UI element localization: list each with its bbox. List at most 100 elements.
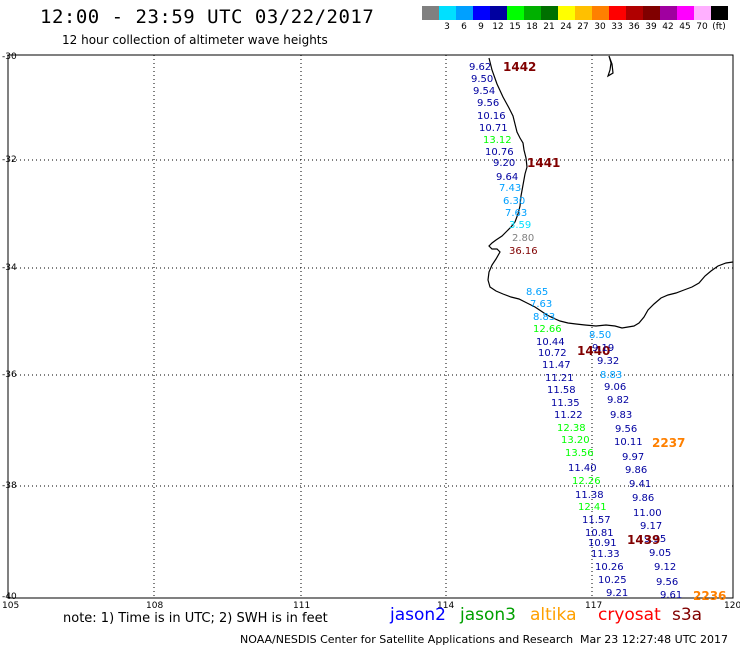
- track-value: 6.30: [503, 196, 525, 207]
- page-title: 12:00 - 23:59 UTC 03/22/2017: [40, 6, 375, 28]
- track-value: 10.11: [614, 437, 643, 448]
- track-value: 9.21: [606, 588, 628, 599]
- scale-swatch: [541, 6, 558, 20]
- track-value: 11.40: [568, 463, 597, 474]
- track-value: 10.91: [588, 538, 617, 549]
- track-value: 12.41: [578, 502, 607, 513]
- track-value: 10.71: [479, 123, 508, 134]
- scale-label: 70: [696, 22, 708, 32]
- scale-swatch: [694, 6, 711, 20]
- map-frame: [7, 54, 734, 599]
- scale-swatch: [711, 6, 728, 20]
- track-id: 1439: [627, 533, 660, 547]
- track-value: 9.56: [477, 98, 499, 109]
- track-value: 10.76: [485, 147, 514, 158]
- track-value: 8.83: [600, 370, 622, 381]
- track-value: 9.50: [471, 74, 493, 85]
- page-subtitle: 12 hour collection of altimeter wave hei…: [62, 33, 328, 47]
- scale-label: 18: [526, 22, 538, 32]
- scale-swatch: [439, 6, 456, 20]
- scale-label: 3: [444, 22, 450, 32]
- track-value: 11.58: [547, 385, 576, 396]
- track-value: 11.00: [633, 508, 662, 519]
- scale-swatch: [490, 6, 507, 20]
- track-value: 10.26: [595, 562, 624, 573]
- track-value: 7.63: [505, 208, 527, 219]
- track-value: 9.82: [607, 395, 629, 406]
- scale-swatch: [473, 6, 490, 20]
- track-id: 1442: [503, 60, 536, 74]
- track-value: 11.33: [591, 549, 620, 560]
- scale-swatch: [575, 6, 592, 20]
- scale-label: 30: [594, 22, 606, 32]
- scale-label: 21: [543, 22, 555, 32]
- lon-label: 108: [146, 601, 164, 611]
- track-value: 2.80: [512, 233, 534, 244]
- scale-label: 12: [492, 22, 504, 32]
- scale-swatch: [626, 6, 643, 20]
- track-value: 9.35: [644, 534, 666, 545]
- scale-label: 24: [560, 22, 572, 32]
- track-value: 11.22: [554, 410, 583, 421]
- track-value: 9.62: [469, 62, 491, 73]
- scale-label: 36: [628, 22, 640, 32]
- track-value: 3.59: [509, 220, 531, 231]
- scale-swatch: [677, 6, 694, 20]
- track-value: 10.25: [598, 575, 627, 586]
- scale-label: 39: [645, 22, 657, 32]
- track-value: 9.86: [632, 493, 654, 504]
- track-value: 8.65: [526, 287, 548, 298]
- track-value: 9.56: [656, 577, 678, 588]
- lat-label: -34: [2, 263, 17, 273]
- track-value: 8.50: [589, 330, 611, 341]
- track-value: 12.38: [557, 423, 586, 434]
- lon-label: 117: [585, 601, 603, 611]
- scale-label: 33: [611, 22, 623, 32]
- track-value: 9.64: [496, 172, 518, 183]
- track-value: 9.06: [604, 382, 626, 393]
- track-value: 12.66: [533, 324, 562, 335]
- track-value: 9.20: [493, 158, 515, 169]
- lat-label: -36: [2, 370, 17, 380]
- satellite-label: s3a: [672, 605, 703, 625]
- track-value: 11.38: [575, 490, 604, 501]
- track-value: 9.56: [615, 424, 637, 435]
- scale-label: 27: [577, 22, 589, 32]
- track-value: 13.56: [565, 448, 594, 459]
- track-id: 2236: [693, 589, 726, 603]
- track-value: 11.21: [545, 373, 574, 384]
- track-value: 10.81: [585, 528, 614, 539]
- track-value: 10.72: [538, 348, 567, 359]
- lat-label: -30: [2, 52, 17, 62]
- track-value: 9.86: [625, 465, 647, 476]
- lon-label: 111: [293, 601, 311, 611]
- scale-label: 15: [509, 22, 521, 32]
- track-id: 1441: [527, 156, 560, 170]
- lat-label: -40: [2, 592, 17, 602]
- coastline-australia: [487, 57, 734, 329]
- track-value: 9.61: [660, 590, 682, 601]
- graticule: [8, 55, 733, 598]
- track-value: 9.97: [622, 452, 644, 463]
- track-value: 10.16: [477, 111, 506, 122]
- scale-label: 6: [461, 22, 467, 32]
- track-value: 9.83: [610, 410, 632, 421]
- scale-swatch: [660, 6, 677, 20]
- lon-label: 105: [2, 601, 20, 611]
- track-value: 7.43: [499, 183, 521, 194]
- coastline-islet: [606, 55, 614, 78]
- satellite-label: jason2: [390, 605, 446, 625]
- track-value: 9.41: [629, 479, 651, 490]
- track-value: 9.54: [473, 86, 495, 97]
- track-value: 10.44: [536, 337, 565, 348]
- scale-swatch: [524, 6, 541, 20]
- scale-swatch: [643, 6, 660, 20]
- track-value: 13.12: [483, 135, 512, 146]
- scale-swatch: [592, 6, 609, 20]
- footer-note: note: 1) Time is in UTC; 2) SWH is in fe…: [63, 611, 328, 626]
- track-value: 11.35: [551, 398, 580, 409]
- track-value: 9.05: [649, 548, 671, 559]
- satellite-label: cryosat: [598, 605, 661, 625]
- track-value: 36.16: [509, 246, 538, 257]
